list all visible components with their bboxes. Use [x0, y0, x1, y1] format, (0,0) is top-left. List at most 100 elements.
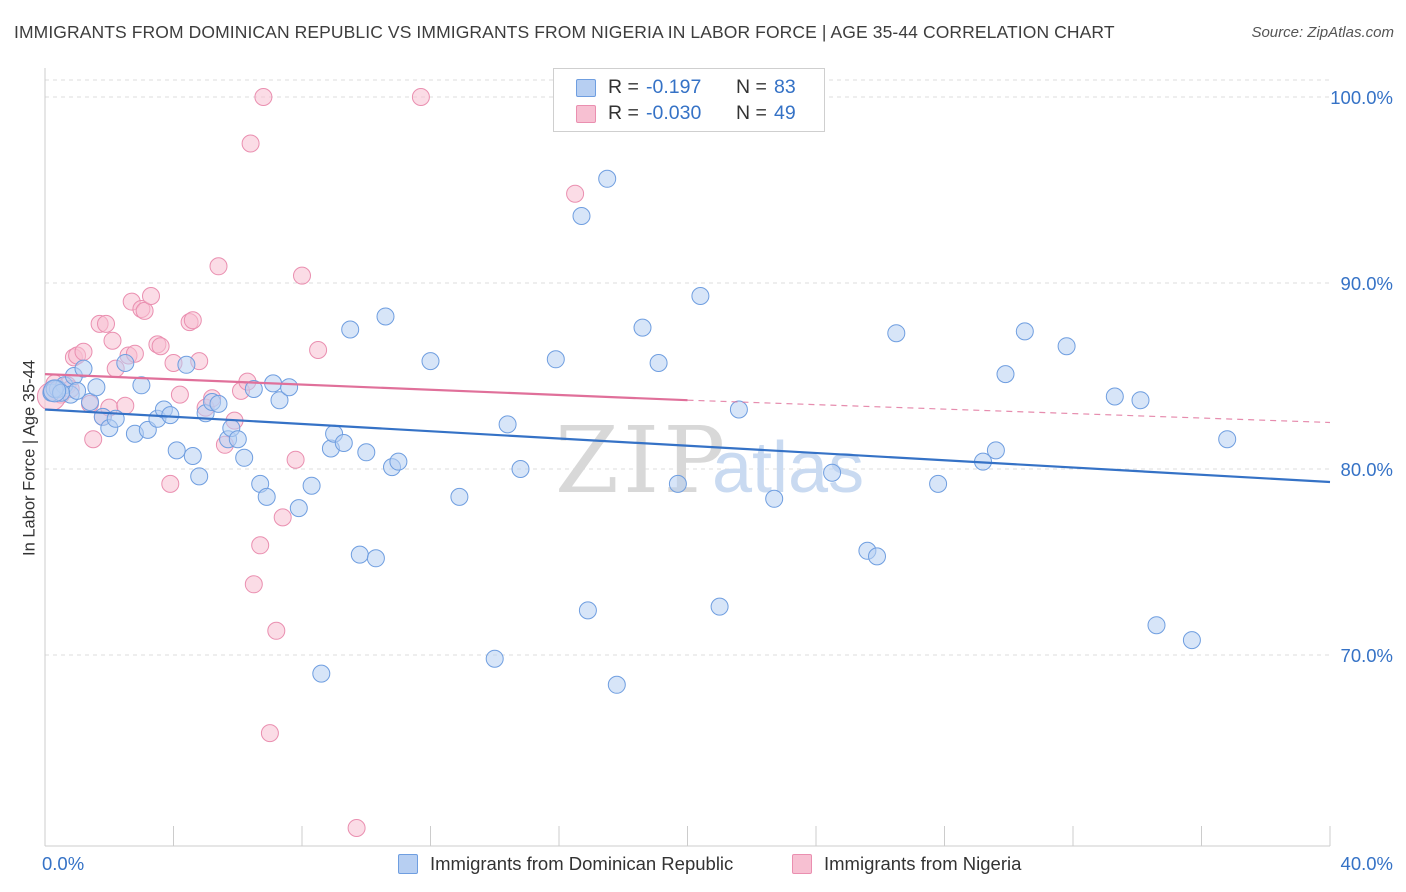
legend-r-label: R = — [608, 102, 639, 124]
y-tick-label: 80.0% — [1341, 459, 1393, 480]
dominican-point — [633, 318, 652, 337]
dominican-point — [280, 378, 299, 397]
dominican-point — [668, 474, 687, 493]
nigeria-point — [273, 508, 292, 527]
nigeria-point — [244, 575, 263, 594]
dominican-point — [450, 487, 469, 506]
legend-n-label: N = — [736, 102, 767, 124]
dominican-point — [421, 352, 440, 371]
dominican-points — [42, 169, 1237, 694]
bottom-legend-label: Immigrants from Dominican Republic — [430, 853, 734, 874]
dominican-point — [710, 597, 729, 616]
dominican-point — [607, 675, 626, 694]
nigeria-point — [183, 311, 202, 330]
dominican-point — [598, 169, 617, 188]
watermark-atlas: atlas — [712, 428, 864, 508]
dominican-point — [177, 355, 196, 374]
dominican-point — [357, 443, 376, 462]
legend-r-value: -0.197 — [646, 76, 702, 98]
legend-n-value: 49 — [774, 102, 796, 124]
nigeria-point — [142, 287, 160, 305]
dominican-point — [546, 350, 565, 369]
dominican-point — [729, 400, 748, 419]
watermark-zip: ZIP — [555, 407, 729, 514]
dominican-point — [87, 378, 106, 397]
nigeria-point — [135, 301, 154, 320]
dominican-point — [235, 448, 254, 467]
dominican-point — [1131, 391, 1150, 410]
dominican-point — [485, 649, 504, 668]
dominican-point — [887, 324, 906, 343]
dominican-point — [1015, 322, 1034, 341]
dominican-point — [161, 406, 180, 425]
dominican-point — [1147, 616, 1166, 635]
dominican-point — [74, 359, 93, 378]
nigeria-point — [254, 88, 273, 106]
nigeria-point — [97, 314, 115, 333]
dominican-point — [167, 441, 186, 460]
trend-lines — [44, 373, 1331, 484]
dominican-point — [228, 430, 247, 449]
nigeria-point — [74, 342, 93, 361]
nigeria-point — [309, 341, 328, 359]
dominican-point — [183, 447, 202, 465]
dominican-point — [244, 380, 263, 398]
dominican-point — [572, 207, 591, 225]
dominican-point — [376, 307, 395, 326]
dominican-point — [302, 476, 321, 495]
dominican-point — [209, 394, 228, 413]
dominican-point — [257, 487, 276, 506]
nigeria-point — [566, 184, 585, 203]
dominican-point — [1182, 631, 1201, 650]
legend-r-value: -0.030 — [646, 102, 702, 124]
nigeria-points — [36, 88, 585, 837]
legend-r-label: R = — [608, 76, 639, 98]
dominican-point — [190, 467, 209, 486]
axes — [44, 68, 1331, 847]
nigeria-point — [347, 819, 366, 837]
dominican-point — [341, 320, 360, 339]
dominican-point — [691, 287, 710, 305]
correlation-legend: R = -0.197 N = 83 R = -0.030 N = 49 — [553, 68, 825, 132]
dominican-point — [1057, 337, 1076, 356]
bottom-legend-swatch-pink — [792, 854, 812, 874]
dominican-point — [578, 601, 597, 620]
nigeria-point — [209, 257, 228, 276]
dominican-point — [929, 474, 948, 493]
chart-title: IMMIGRANTS FROM DOMINICAN REPUBLIC VS IM… — [14, 22, 1115, 42]
bottom-legend-label: Immigrants from Nigeria — [824, 853, 1022, 874]
dominican-point — [132, 376, 151, 395]
nigeria-point — [161, 474, 180, 493]
grid-lines — [45, 79, 1330, 656]
y-tick-label: 90.0% — [1341, 273, 1393, 294]
dominican-point — [366, 549, 385, 568]
legend-n-label: N = — [736, 76, 767, 98]
dominican-point — [986, 441, 1005, 460]
source-label: Source: ZipAtlas.com — [1251, 24, 1394, 41]
dominican-point — [511, 460, 530, 478]
nigeria-point — [151, 337, 170, 356]
nigeria-point — [84, 430, 103, 449]
dominican-point — [312, 664, 331, 683]
dominican-point — [649, 354, 668, 372]
nigeria-point — [103, 331, 122, 350]
legend-swatch-blue — [576, 79, 596, 97]
dominican-point — [334, 434, 353, 452]
dominican-point — [116, 354, 135, 372]
nigeria-point — [241, 134, 260, 153]
y-tick-label: 100.0% — [1330, 87, 1393, 108]
nigeria-point — [411, 88, 430, 106]
nigeria-point — [251, 536, 270, 555]
tick-labels: 100.0% 90.0% 80.0% 70.0% 0.0% 40.0% — [42, 87, 1393, 874]
nigeria-trend-extension — [687, 399, 1331, 424]
x-tick-label: 0.0% — [42, 853, 84, 874]
dominican-point — [868, 547, 886, 566]
nigeria-point — [267, 621, 286, 640]
bottom-legend-swatch-blue — [398, 854, 418, 874]
dominican-point — [1105, 387, 1124, 406]
dominican-point — [289, 499, 308, 518]
dominican-point — [270, 391, 289, 410]
nigeria-trend-line — [44, 373, 688, 402]
dominican-point — [765, 489, 784, 508]
